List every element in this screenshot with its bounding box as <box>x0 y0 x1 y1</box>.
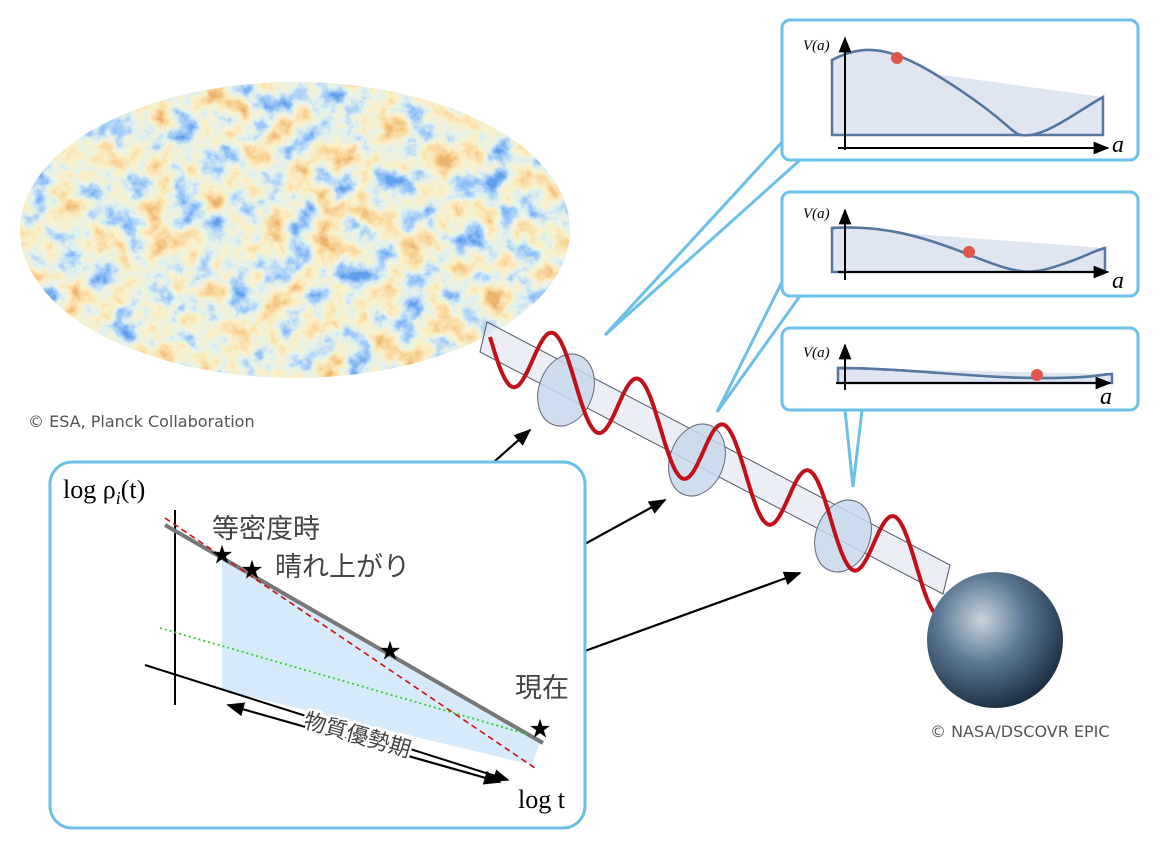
svg-text:★: ★ <box>378 637 401 667</box>
credit: © ESA, Planck Collaboration <box>28 412 255 431</box>
potential-curve <box>831 48 1104 137</box>
y-label: V(a) <box>803 38 830 54</box>
x-label: a <box>1100 384 1112 410</box>
era-arrow <box>226 702 502 785</box>
svg-text:★: ★ <box>240 556 263 586</box>
earth <box>927 572 1063 708</box>
x-label: a <box>1112 268 1124 294</box>
y-label: V(a) <box>803 345 830 361</box>
stars: ★ ★★★ <box>210 541 551 745</box>
potential-panel <box>780 326 1140 412</box>
annotation: 晴れ上がり <box>275 552 410 583</box>
callouts <box>603 138 864 488</box>
potential-curve <box>837 366 1113 380</box>
field-wave <box>488 330 943 619</box>
annotation: 等密度時 <box>212 514 320 545</box>
credit: © NASA/DSCOVR EPIC <box>930 722 1110 741</box>
x-label: a <box>1112 132 1124 158</box>
annotation: 現在 <box>515 673 569 704</box>
cmb-map <box>20 82 570 378</box>
x-label: log t <box>518 785 566 814</box>
svg-text:★: ★ <box>528 715 551 745</box>
ball <box>963 246 975 258</box>
y-label: V(a) <box>803 206 830 222</box>
ball <box>891 52 903 64</box>
svg-text:★: ★ <box>210 541 233 571</box>
ball <box>1031 369 1043 381</box>
y-label: log ρi(t) <box>63 475 145 508</box>
